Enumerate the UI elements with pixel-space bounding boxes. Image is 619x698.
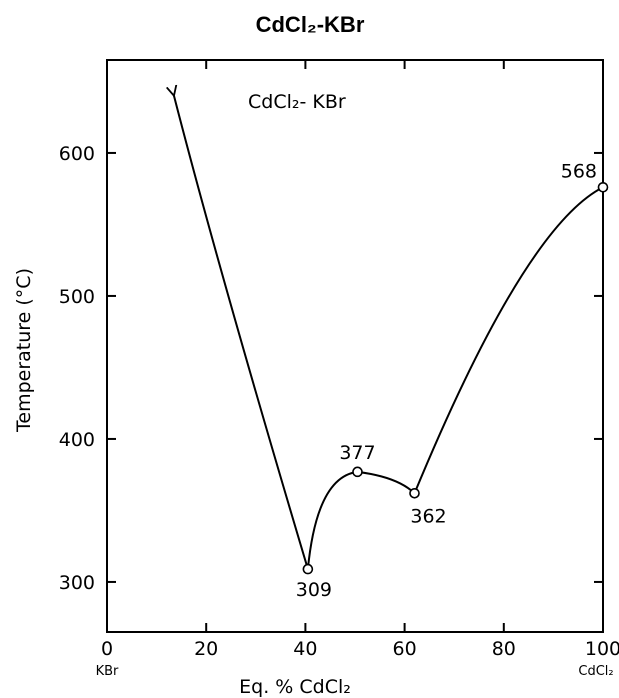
y-tick-label: 300 xyxy=(59,572,95,594)
x-tick-label: 100 xyxy=(585,638,619,660)
liquidus-curve xyxy=(174,96,604,570)
data-point-label: 377 xyxy=(339,442,375,464)
x-end-label-left: KBr xyxy=(96,664,119,679)
x-tick-label: 0 xyxy=(101,638,113,660)
y-axis: 300 400 500 600 xyxy=(59,143,603,594)
x-tick-label: 80 xyxy=(492,638,516,660)
data-point-marker xyxy=(597,181,609,193)
data-point-marker xyxy=(409,487,420,499)
data-point-label: 309 xyxy=(296,579,332,601)
data-point-marker xyxy=(302,563,314,575)
x-tick-label: 40 xyxy=(293,638,317,660)
x-axis-label: Eq. % CdCl₂ xyxy=(239,676,351,698)
chart-title: CdCl₂-KBr xyxy=(256,12,365,37)
x-axis: 0 20 40 60 80 100 xyxy=(101,60,619,660)
y-axis-label: Temperature (°C) xyxy=(13,268,35,433)
inner-label: CdCl₂- KBr xyxy=(248,91,346,113)
data-markers: 309 377 362 568 xyxy=(296,160,609,601)
data-point-label: 568 xyxy=(561,160,597,182)
y-tick-label: 400 xyxy=(59,429,95,451)
plot-frame xyxy=(106,59,604,633)
data-point-label: 362 xyxy=(410,505,446,527)
y-tick-label: 500 xyxy=(59,286,95,308)
x-tick-label: 60 xyxy=(393,638,417,660)
y-tick-label: 600 xyxy=(59,143,95,165)
x-end-label-right: CdCl₂ xyxy=(578,664,613,679)
x-tick-label: 20 xyxy=(194,638,218,660)
data-point-marker xyxy=(352,466,363,478)
